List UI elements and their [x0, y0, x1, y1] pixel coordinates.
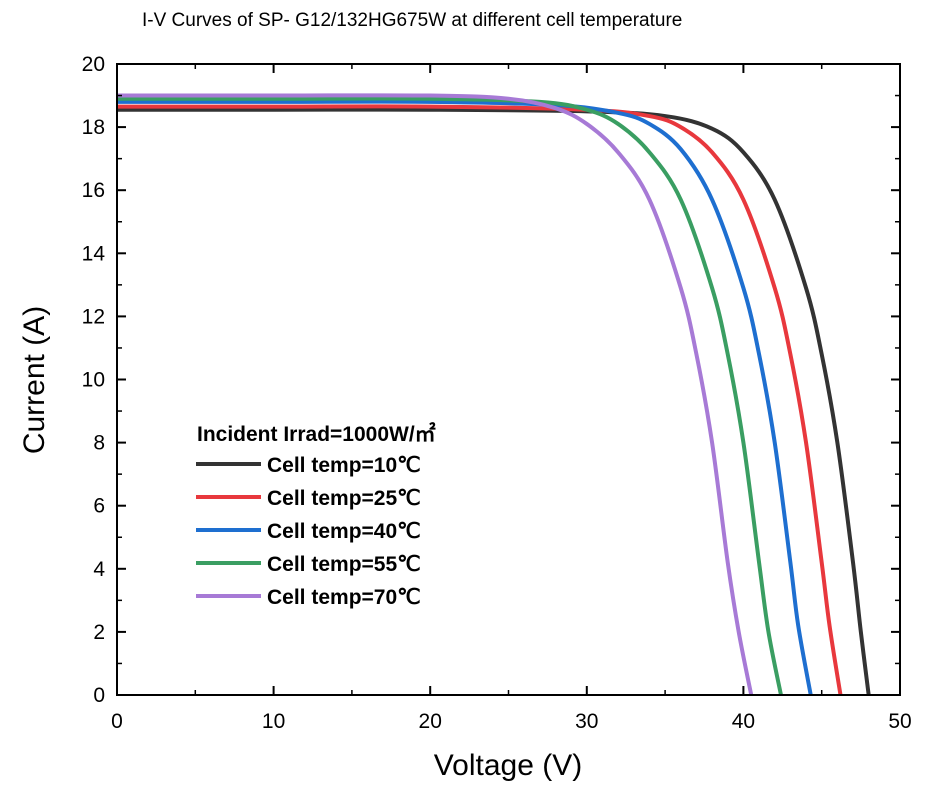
y-tick-label: 6: [93, 495, 105, 518]
x-tick-label: 10: [262, 710, 285, 733]
legend-label-2: Cell temp=25℃: [267, 487, 421, 510]
y-tick-label: 14: [82, 242, 106, 265]
x-tick-label: 30: [575, 710, 598, 733]
legend-label-3: Cell temp=40℃: [267, 520, 421, 543]
legend-label-5: Cell temp=70℃: [267, 586, 421, 609]
y-axis-ticks: 0 2 4 6 8 10 12 14 16 18 20: [82, 53, 900, 707]
x-tick-label: 20: [419, 710, 442, 733]
legend-label-4: Cell temp=55℃: [267, 553, 421, 576]
y-tick-label: 20: [82, 53, 105, 76]
chart-title: I-V Curves of SP- G12/132HG675W at diffe…: [142, 10, 682, 31]
legend-label-1: Cell temp=10℃: [267, 454, 421, 477]
series-line-2: [117, 104, 843, 696]
series-line-1: [117, 107, 871, 696]
y-tick-label: 2: [93, 621, 105, 644]
series-line-5: [116, 93, 754, 696]
x-axis-label: Voltage (V): [434, 749, 582, 782]
x-axis-ticks: 0 10 20 30 40 50: [111, 64, 912, 733]
y-tick-label: 18: [82, 116, 105, 139]
y-tick-label: 8: [93, 432, 105, 455]
plot-frame: [116, 63, 901, 696]
y-tick-label: 16: [82, 179, 105, 202]
x-tick-label: 50: [888, 710, 911, 733]
y-axis-label: Current (A): [18, 306, 51, 454]
y-tick-label: 0: [93, 684, 105, 707]
x-tick-label: 40: [732, 710, 755, 733]
y-tick-label: 12: [82, 305, 105, 328]
legend: Incident Irrad=1000W/㎡ Cell temp=10℃ Cell…: [196, 422, 436, 609]
series-line-4: [117, 96, 783, 696]
series-line-3: [117, 99, 813, 696]
y-tick-label: 10: [82, 369, 105, 392]
legend-title: Incident Irrad=1000W/㎡: [197, 422, 436, 446]
x-tick-label: 0: [111, 710, 123, 733]
y-tick-label: 4: [93, 558, 105, 581]
